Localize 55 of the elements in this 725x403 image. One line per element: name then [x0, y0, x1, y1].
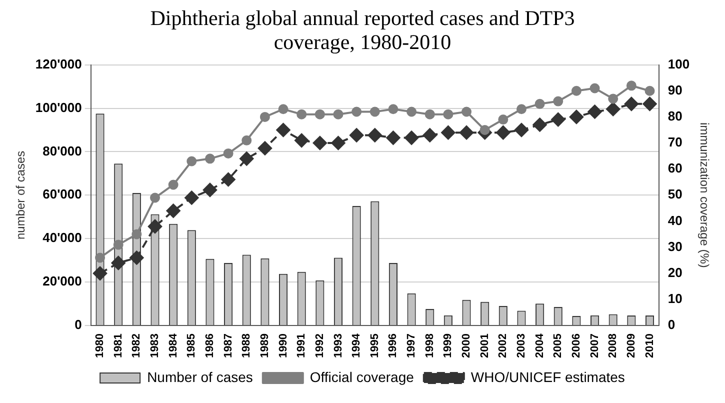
- y-tick-label: 60'000: [42, 186, 82, 202]
- x-tick-label: 1985: [186, 334, 198, 358]
- x-tick-label: 1992: [314, 334, 326, 358]
- y2-tick-label: 70: [668, 134, 682, 150]
- y2-tick-label: 80: [668, 108, 682, 124]
- chart-title: Diphtheria global annual reported cases and DTP3 coverage, 1980-2010: [149, 6, 576, 54]
- x-tick-label: 1986: [204, 334, 216, 358]
- x-tick-label: 1983: [149, 334, 162, 358]
- x-tick-label: 1996: [387, 334, 400, 358]
- x-tick-label: 2006: [570, 334, 582, 358]
- x-tick-label: 1987: [222, 334, 234, 358]
- legend-label: Official coverage: [310, 368, 414, 385]
- x-tick-label: 1988: [240, 334, 253, 358]
- y2-tick-label: 50: [668, 186, 682, 202]
- x-tick-label: 1994: [350, 332, 363, 358]
- x-tick-label: 2009: [625, 334, 638, 358]
- x-tick-label: 2003: [516, 334, 528, 358]
- x-tick-label: 2002: [497, 334, 510, 358]
- x-tick-label: 1982: [130, 334, 143, 358]
- x-tick-label: 1998: [424, 334, 436, 358]
- y2-tick-label: 10: [668, 291, 682, 306]
- x-tick-label: 1980: [94, 334, 106, 358]
- x-tick-label: 2005: [552, 334, 564, 358]
- y-tick-label: 20'000: [42, 274, 82, 289]
- y2-axis-title: immunization coverage (%): [697, 122, 712, 268]
- x-tick-label: 2010: [644, 334, 656, 358]
- x-tick-label: 1999: [442, 334, 454, 358]
- x-tick-label: 1991: [296, 334, 308, 358]
- x-tick-label: 1993: [332, 334, 344, 358]
- x-tick-label: 1997: [406, 334, 418, 358]
- y2-tick-label: 100: [668, 56, 690, 72]
- legend-label: Number of cases: [147, 368, 253, 385]
- y2-tick-label: 30: [668, 238, 682, 254]
- y-tick-label: 80'000: [42, 143, 82, 158]
- y2-tick-label: 90: [668, 82, 682, 98]
- y2-tick-label: 40: [668, 212, 682, 228]
- x-tick-label: 1990: [277, 334, 290, 358]
- x-tick-label: 2001: [478, 334, 491, 358]
- y-tick-label: 0: [74, 317, 82, 332]
- y2-tick-label: 60: [668, 160, 682, 176]
- x-tick-label: 1981: [112, 334, 124, 358]
- legend-label: WHO/UNICEF estimates: [470, 368, 625, 385]
- y2-tick-label: 0: [668, 317, 676, 332]
- y-tick-label: 100'000: [35, 100, 82, 115]
- x-tick-label: 2000: [460, 334, 473, 358]
- x-tick-label: 2004: [534, 332, 546, 358]
- y-axis-title: number of cases: [14, 150, 28, 240]
- x-tick-label: 1984: [167, 332, 180, 358]
- x-tick-label: 1989: [258, 334, 271, 358]
- y-tick-label: 120'000: [35, 56, 82, 72]
- x-tick-label: 2007: [588, 334, 601, 358]
- y2-tick-label: 20: [668, 264, 682, 280]
- x-tick-label: 1995: [368, 334, 381, 358]
- y-tick-label: 40'000: [42, 230, 82, 246]
- x-tick-label: 2008: [607, 334, 620, 358]
